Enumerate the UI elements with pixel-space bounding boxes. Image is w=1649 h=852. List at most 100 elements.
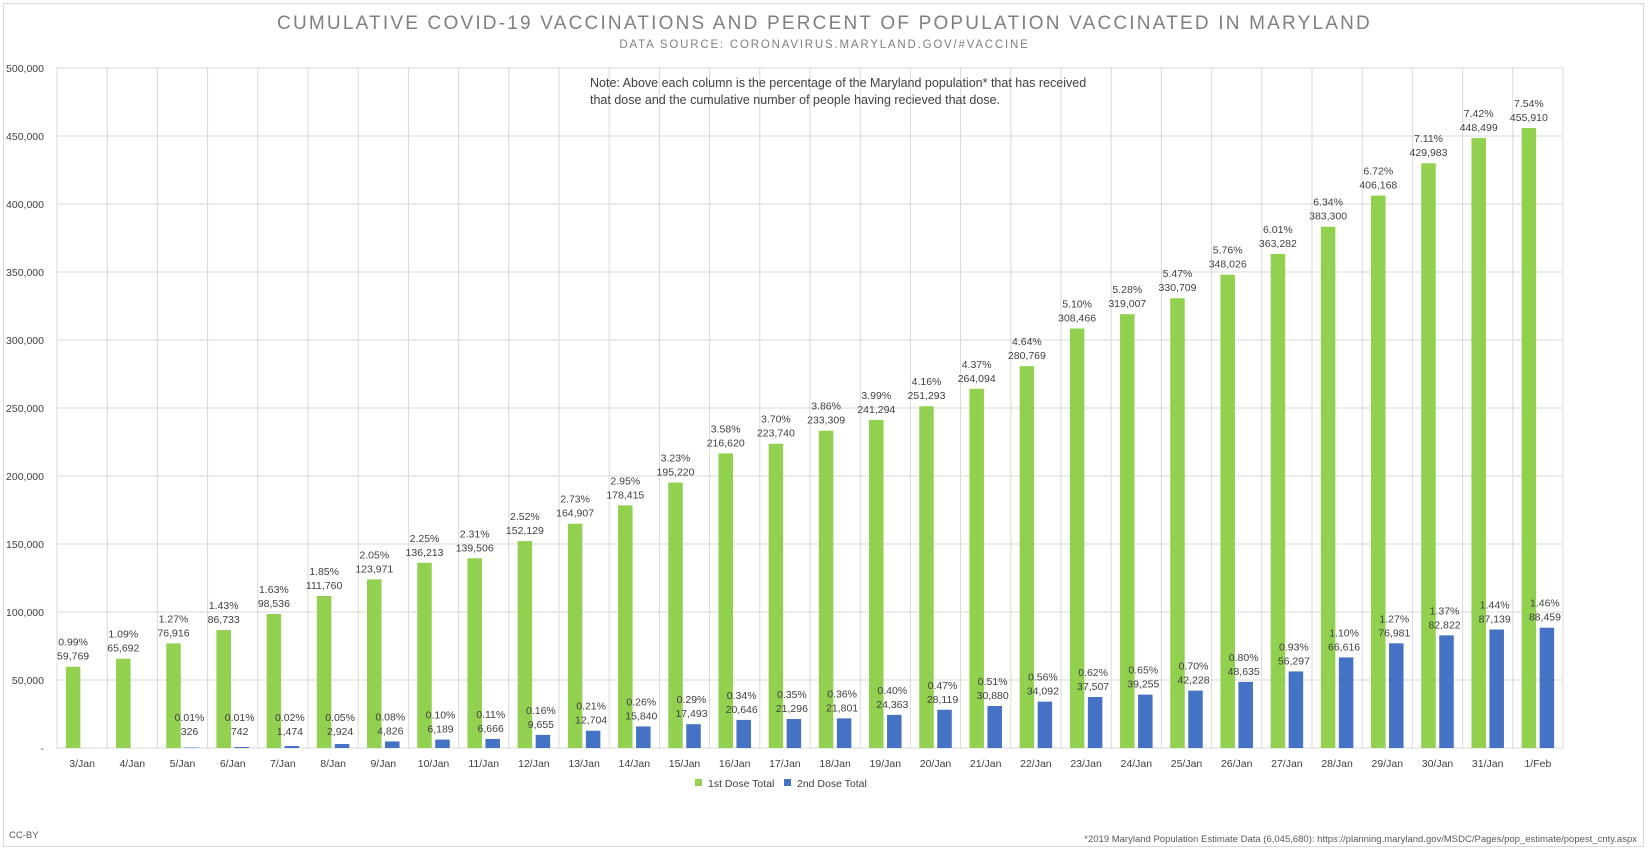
value-label-2nd-dose: 21,296 — [776, 703, 808, 715]
bar-2nd-dose — [234, 746, 249, 748]
chart-frame — [3, 3, 1644, 847]
percent-label-2nd-dose: 0.01% — [175, 712, 205, 724]
value-label-1st-dose: 223,740 — [757, 428, 795, 440]
x-tick-label: 5/Jan — [170, 758, 196, 770]
percent-label-2nd-dose: 0.02% — [275, 712, 305, 724]
x-tick-label: 9/Jan — [370, 758, 396, 770]
bar-1st-dose — [969, 388, 984, 748]
x-tick-label: 23/Jan — [1070, 758, 1102, 770]
percent-label-1st-dose: 1.09% — [108, 629, 138, 641]
y-tick-label: 50,000 — [12, 675, 44, 687]
bar-2nd-dose — [435, 739, 450, 748]
percent-label-1st-dose: 3.86% — [811, 401, 841, 413]
percent-label-1st-dose: 1.63% — [259, 584, 289, 596]
percent-label-1st-dose: 1.43% — [209, 600, 239, 612]
population-source-footnote: *2019 Maryland Population Estimate Data … — [1084, 834, 1637, 845]
bar-1st-dose — [1521, 127, 1537, 748]
value-label-2nd-dose: 30,880 — [977, 690, 1009, 702]
value-label-1st-dose: 152,129 — [506, 525, 544, 537]
value-label-1st-dose: 76,916 — [157, 627, 189, 639]
value-label-1st-dose: 195,220 — [657, 467, 695, 479]
value-label-1st-dose: 330,709 — [1159, 282, 1197, 294]
value-label-2nd-dose: 82,822 — [1428, 619, 1460, 631]
x-tick-label: 25/Jan — [1171, 758, 1203, 770]
license-label: CC-BY — [9, 830, 39, 841]
value-label-1st-dose: 136,213 — [406, 547, 444, 559]
x-tick-label: 11/Jan — [468, 758, 499, 770]
percent-label-2nd-dose: 0.01% — [225, 712, 255, 724]
bar-2nd-dose — [1288, 671, 1304, 748]
x-tick-label: 15/Jan — [669, 758, 701, 770]
bar-2nd-dose — [334, 744, 350, 748]
x-tick-label: 3/Jan — [69, 758, 95, 770]
y-tick-label: 300,000 — [6, 335, 44, 347]
value-label-1st-dose: 164,907 — [556, 508, 594, 520]
bar-1st-dose — [1320, 226, 1336, 748]
value-label-1st-dose: 98,536 — [258, 598, 290, 610]
bar-2nd-dose — [686, 724, 701, 748]
bar-1st-dose — [166, 643, 181, 748]
percent-label-2nd-dose: 1.27% — [1379, 613, 1409, 625]
percent-label-1st-dose: 3.23% — [661, 453, 691, 465]
y-tick-label: 150,000 — [6, 539, 44, 551]
percent-label-2nd-dose: 0.93% — [1279, 641, 1309, 653]
legend-label: 2nd Dose Total — [797, 778, 867, 790]
bar-2nd-dose — [1138, 694, 1153, 748]
bar-1st-dose — [1270, 253, 1286, 749]
percent-label-1st-dose: 5.76% — [1213, 245, 1243, 257]
percent-label-2nd-dose: 0.08% — [375, 711, 405, 723]
bar-2nd-dose — [937, 709, 952, 748]
bar-2nd-dose — [284, 745, 300, 748]
bar-1st-dose — [1371, 195, 1386, 749]
bar-2nd-dose — [1037, 701, 1053, 748]
bar-2nd-dose — [836, 718, 852, 748]
legend-swatch — [784, 779, 791, 786]
legend-swatch — [695, 779, 702, 786]
percent-label-1st-dose: 1.27% — [159, 613, 189, 625]
x-tick-label: 14/Jan — [619, 758, 651, 770]
bar-1st-dose — [216, 630, 231, 748]
x-tick-label: 13/Jan — [568, 758, 600, 770]
gridlines — [56, 67, 1564, 749]
value-label-1st-dose: 111,760 — [306, 580, 343, 592]
value-label-2nd-dose: 17,493 — [675, 708, 707, 720]
value-label-2nd-dose: 34,092 — [1027, 686, 1059, 698]
x-tick-label: 26/Jan — [1221, 758, 1253, 770]
chart-subtitle: DATA SOURCE: CORONAVIRUS.MARYLAND.GOV/#V… — [619, 39, 1030, 51]
bars — [65, 127, 1555, 749]
percent-label-2nd-dose: 1.10% — [1329, 627, 1359, 639]
value-label-2nd-dose: 28,119 — [927, 694, 958, 706]
value-label-2nd-dose: 9,655 — [528, 719, 554, 731]
x-tick-label: 8/Jan — [320, 758, 346, 770]
x-tick-label: 6/Jan — [220, 758, 246, 770]
value-label-2nd-dose: 742 — [231, 726, 249, 738]
y-tick-label: 500,000 — [6, 63, 44, 75]
percent-label-2nd-dose: 0.10% — [426, 710, 456, 722]
x-tick-label: 1/Feb — [1524, 758, 1551, 770]
percent-label-1st-dose: 4.64% — [1012, 336, 1042, 348]
percent-label-1st-dose: 7.11% — [1414, 133, 1443, 145]
bar-1st-dose — [266, 613, 282, 748]
bar-1st-dose — [417, 562, 432, 748]
value-label-1st-dose: 241,294 — [857, 404, 895, 416]
data-labels: 0.99% 59,769 1.09% 65,692 1.27% 76,916 0.01% 32… — [57, 98, 1561, 738]
percent-label-1st-dose: 3.70% — [761, 414, 791, 426]
percent-label-2nd-dose: 1.44% — [1480, 599, 1510, 611]
percent-label-2nd-dose: 0.47% — [928, 680, 958, 692]
percent-label-2nd-dose: 0.16% — [526, 705, 556, 717]
legend: 1st Dose Total 2nd Dose Total — [695, 778, 867, 790]
percent-label-1st-dose: 7.54% — [1514, 98, 1544, 110]
percent-label-1st-dose: 2.05% — [359, 549, 389, 561]
x-tick-label: 19/Jan — [870, 758, 902, 770]
percent-label-1st-dose: 3.58% — [711, 423, 741, 435]
percent-label-1st-dose: 6.01% — [1263, 224, 1293, 236]
x-tick-label: 12/Jan — [518, 758, 550, 770]
percent-label-1st-dose: 7.42% — [1464, 108, 1494, 120]
bar-2nd-dose — [1188, 690, 1203, 748]
percent-label-1st-dose: 4.16% — [912, 376, 942, 388]
value-label-1st-dose: 86,733 — [208, 614, 240, 626]
percent-label-1st-dose: 2.95% — [610, 475, 640, 487]
bar-2nd-dose — [385, 741, 400, 748]
bar-1st-dose — [1120, 314, 1135, 748]
